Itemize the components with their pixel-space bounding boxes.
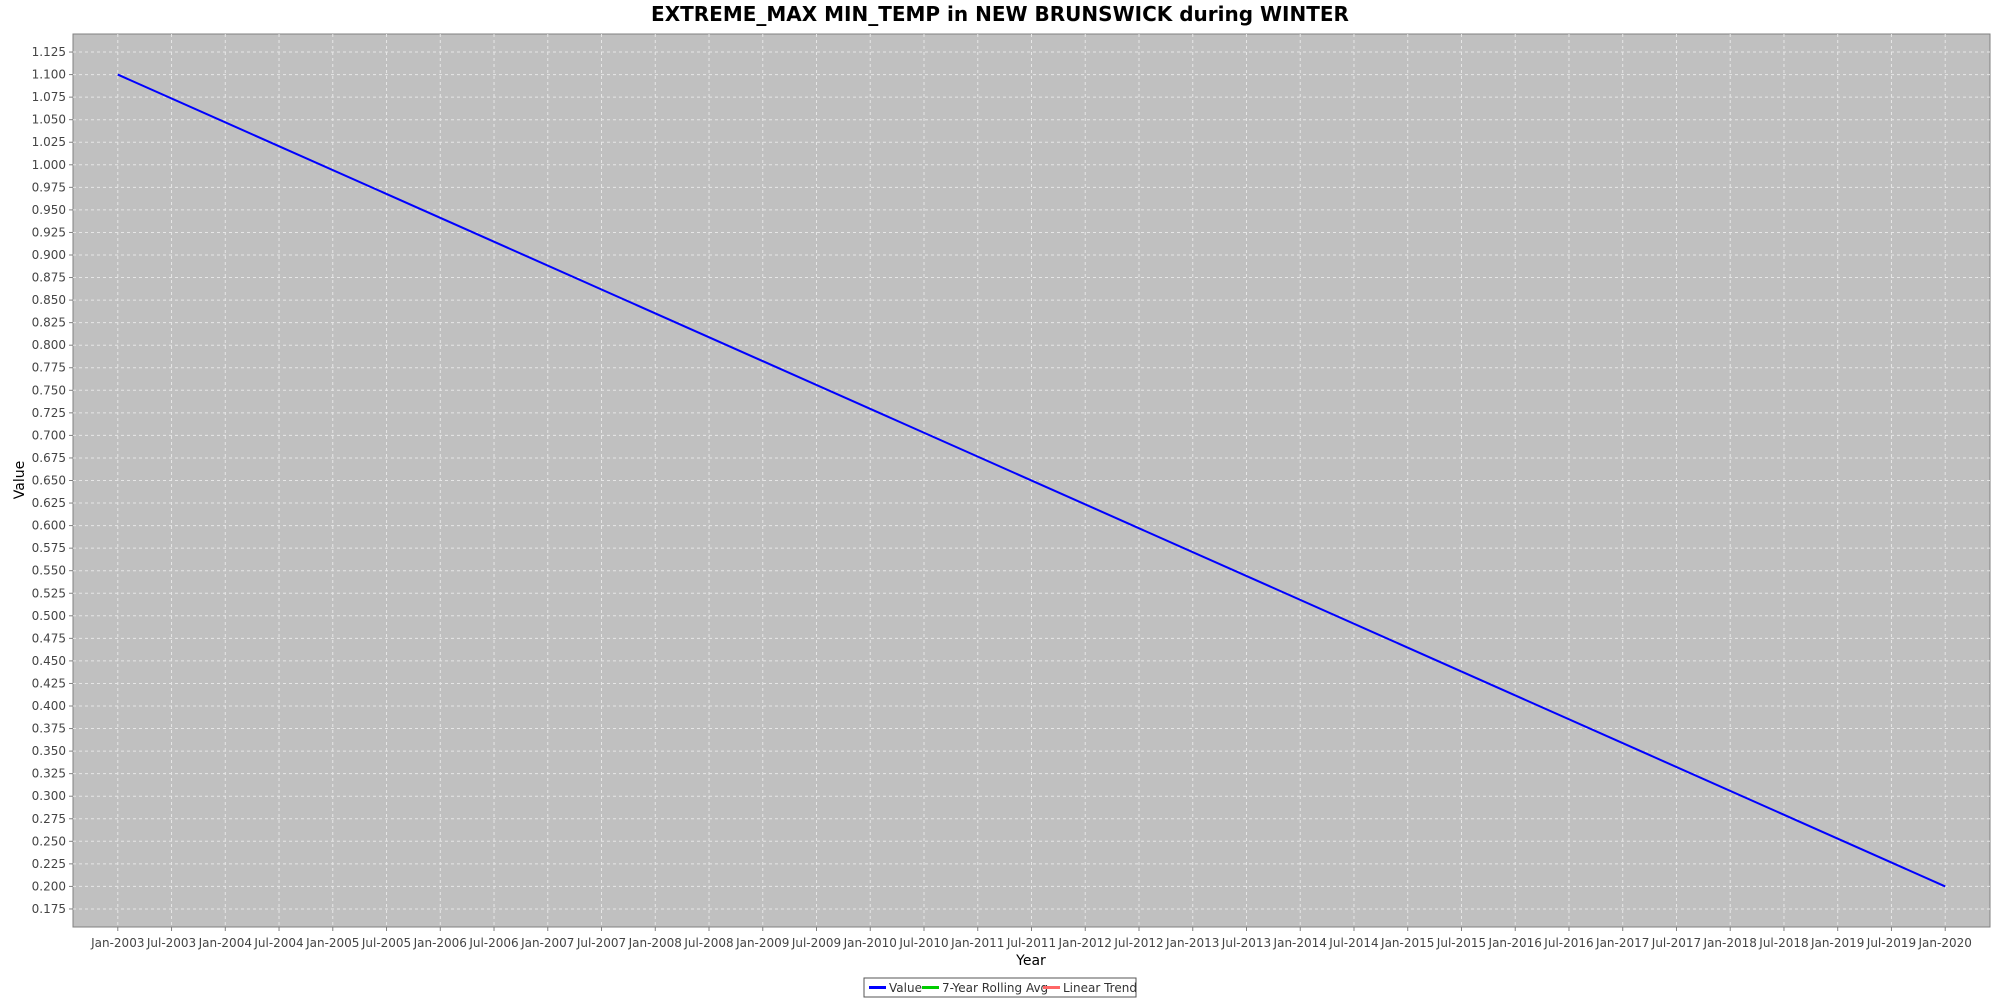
y-tick-label: 0.975 — [32, 180, 66, 194]
y-tick-label: 0.925 — [32, 225, 66, 239]
x-tick-label: Jul-2009 — [791, 936, 841, 950]
x-tick-label: Jan-2005 — [305, 936, 359, 950]
y-tick-label: 1.100 — [32, 68, 66, 82]
y-tick-label: 0.400 — [32, 699, 66, 713]
y-tick-label: 0.450 — [32, 654, 66, 668]
y-axis: 0.175 0.200 0.225 0.250 0.275 0.300 0.325 0.350… — [32, 45, 73, 916]
x-tick-label: Jan-2014 — [1273, 936, 1327, 950]
x-tick-label: Jul-2011 — [1006, 936, 1056, 950]
y-tick-label: 0.350 — [32, 744, 66, 758]
x-tick-label: Jul-2003 — [146, 936, 196, 950]
legend: Value 7-Year Rolling Avg Linear Trend — [863, 977, 1137, 998]
y-tick-label: 0.175 — [32, 902, 66, 916]
legend-label-value: Value — [889, 981, 922, 995]
y-tick-label: 0.875 — [32, 271, 66, 285]
x-tick-label: Jul-2015 — [1436, 936, 1486, 950]
y-tick-label: 0.575 — [32, 541, 66, 555]
x-tick-label: Jul-2012 — [1113, 936, 1163, 950]
y-tick-label: 0.425 — [32, 676, 66, 690]
y-tick-label: 1.050 — [32, 113, 66, 127]
y-tick-label: 0.650 — [32, 474, 66, 488]
y-tick-label: 0.550 — [32, 564, 66, 578]
x-tick-label: Jan-2015 — [1380, 936, 1434, 950]
x-tick-label: Jan-2017 — [1595, 936, 1649, 950]
y-tick-label: 0.500 — [32, 609, 66, 623]
y-tick-label: 1.125 — [32, 45, 66, 59]
y-tick-label: 0.725 — [32, 406, 66, 420]
x-tick-label: Jan-2011 — [950, 936, 1004, 950]
x-tick-label: Jul-2010 — [898, 936, 948, 950]
x-axis-label: Year — [1015, 953, 1046, 969]
series-line-value — [117, 73, 1946, 888]
x-tick-label: Jan-2012 — [1058, 936, 1112, 950]
x-tick-label: Jul-2013 — [1221, 936, 1271, 950]
x-tick-label: Jan-2009 — [735, 936, 789, 950]
x-tick-label: Jul-2018 — [1758, 936, 1808, 950]
y-tick-label: 0.700 — [32, 428, 66, 442]
y-tick-label: 0.950 — [32, 203, 66, 217]
y-tick-label: 0.625 — [32, 496, 66, 510]
x-tick-label: Jul-2005 — [361, 936, 411, 950]
y-tick-label: 1.075 — [32, 90, 66, 104]
y-tick-label: 0.300 — [32, 789, 66, 803]
x-tick-label: Jul-2006 — [468, 936, 518, 950]
y-tick-label: 0.475 — [32, 631, 66, 645]
x-tick-label: Jan-2003 — [90, 936, 144, 950]
x-tick-label: Jan-2020 — [1918, 936, 1972, 950]
x-tick-label: Jul-2007 — [576, 936, 626, 950]
y-tick-label: 0.525 — [32, 586, 66, 600]
y-tick-label: 1.000 — [32, 158, 66, 172]
x-tick-label: Jul-2008 — [683, 936, 733, 950]
y-tick-label: 0.775 — [32, 361, 66, 375]
x-tick-label: Jul-2014 — [1328, 936, 1378, 950]
chart-title: EXTREME_MAX MIN_TEMP in NEW BRUNSWICK du… — [651, 2, 1349, 26]
x-tick-label: Jan-2018 — [1703, 936, 1757, 950]
x-tick-label: Jan-2004 — [198, 936, 252, 950]
y-tick-label: 0.325 — [32, 767, 66, 781]
y-axis-label: Value — [12, 461, 28, 499]
x-tick-label: Jan-2007 — [520, 936, 574, 950]
x-tick-label: Jul-2004 — [253, 936, 303, 950]
y-tick-label: 0.250 — [32, 834, 66, 848]
y-tick-label: 0.750 — [32, 383, 66, 397]
legend-label-7-year-rolling-avg: 7-Year Rolling Avg — [942, 981, 1048, 995]
x-axis: Jan-2003 Jul-2003 Jan-2004 Jul-2004 Jan-2005… — [90, 927, 1972, 950]
y-tick-label: 0.850 — [32, 293, 66, 307]
y-tick-label: 0.825 — [32, 316, 66, 330]
x-tick-label: Jan-2019 — [1810, 936, 1864, 950]
legend-box — [863, 977, 1137, 998]
x-tick-label: Jan-2010 — [843, 936, 897, 950]
y-tick-label: 0.225 — [32, 857, 66, 871]
y-tick-label: 0.675 — [32, 451, 66, 465]
y-tick-label: 0.800 — [32, 338, 66, 352]
legend-label-linear-trend: Linear Trend — [1063, 981, 1137, 995]
y-tick-label: 0.375 — [32, 722, 66, 736]
grid-lines — [73, 34, 1990, 927]
y-tick-label: 1.025 — [32, 135, 66, 149]
x-tick-label: Jan-2006 — [413, 936, 467, 950]
x-tick-label: Jan-2008 — [628, 936, 682, 950]
series-layer — [117, 73, 1946, 888]
x-tick-label: Jul-2016 — [1543, 936, 1593, 950]
x-tick-label: Jul-2019 — [1866, 936, 1916, 950]
y-tick-label: 0.275 — [32, 812, 66, 826]
x-tick-label: Jul-2017 — [1651, 936, 1701, 950]
y-tick-label: 0.900 — [32, 248, 66, 262]
x-tick-label: Jan-2013 — [1165, 936, 1219, 950]
x-tick-label: Jan-2016 — [1488, 936, 1542, 950]
y-tick-label: 0.600 — [32, 519, 66, 533]
y-tick-label: 0.200 — [32, 879, 66, 893]
